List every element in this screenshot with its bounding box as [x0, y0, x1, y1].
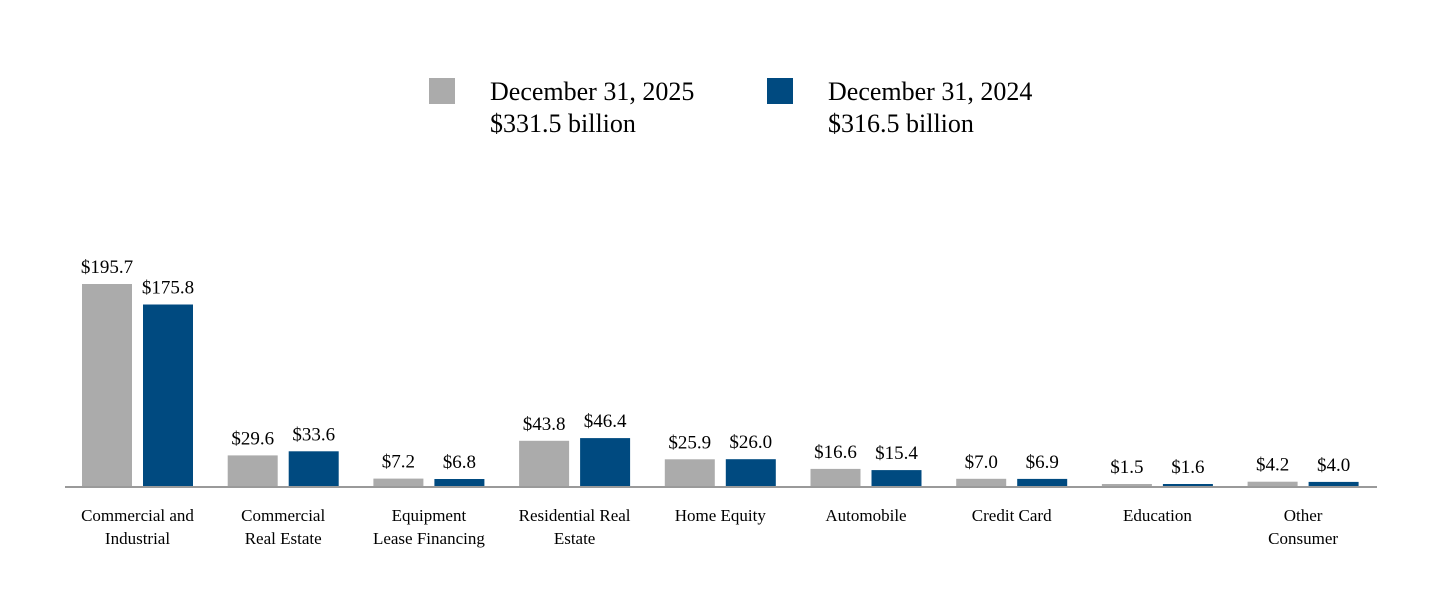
bar-2024-3	[580, 438, 631, 486]
legend-label-2025: December 31, 2025	[490, 77, 694, 106]
bar-2024-7	[1162, 484, 1213, 486]
value-label-2024-3: $46.4	[584, 411, 627, 432]
value-label-2025-8: $4.2	[1256, 455, 1289, 476]
bar-2024-8	[1308, 481, 1359, 486]
bar-2025-4	[664, 459, 715, 486]
value-label-2025-1: $29.6	[231, 428, 274, 449]
value-label-2025-5: $16.6	[814, 442, 857, 463]
bar-2025-6	[956, 478, 1007, 486]
bar-2025-8	[1247, 481, 1298, 486]
category-label-0-line-1: Industrial	[105, 529, 170, 548]
bar-2024-6	[1017, 478, 1068, 486]
value-label-2025-3: $43.8	[523, 414, 566, 435]
bar-2025-7	[1101, 484, 1152, 486]
bar-2025-3	[519, 440, 570, 486]
category-label-5-line-0: Automobile	[825, 506, 906, 525]
bar-2024-2	[434, 479, 485, 486]
category-label-7-line-0: Education	[1123, 506, 1192, 525]
legend-swatch-2024	[767, 78, 793, 104]
category-label-1-line-0: Commercial	[241, 506, 325, 525]
value-label-2025-0: $195.7	[81, 257, 133, 278]
value-label-2024-6: $6.9	[1026, 452, 1059, 473]
plot-area: $195.7 $175.8 Commercial and Industrial $29.…	[81, 257, 1359, 548]
legend-label-2024: December 31, 2024	[828, 77, 1032, 106]
value-label-2025-2: $7.2	[382, 452, 415, 473]
bar-2024-0	[143, 304, 193, 486]
category-label-2-line-1: Lease Financing	[373, 529, 485, 548]
category-label-3-line-1: Estate	[554, 529, 596, 548]
category-label-8-line-1: Consumer	[1268, 529, 1338, 548]
category-label-0-line-0: Commercial and	[81, 506, 194, 525]
value-label-2025-7: $1.5	[1110, 457, 1143, 478]
value-label-2024-1: $33.6	[292, 424, 335, 445]
bar-2024-1	[288, 451, 339, 486]
value-label-2025-6: $7.0	[965, 452, 998, 473]
bar-2024-4	[725, 459, 776, 486]
category-label-4-line-0: Home Equity	[675, 506, 767, 525]
bar-2024-5	[871, 470, 922, 486]
value-label-2024-5: $15.4	[875, 443, 918, 464]
category-label-2-line-0: Equipment	[392, 506, 467, 525]
value-label-2024-2: $6.8	[443, 452, 476, 473]
bar-2025-1	[227, 455, 278, 486]
value-label-2024-0: $175.8	[142, 278, 194, 299]
value-label-2024-4: $26.0	[729, 432, 772, 453]
category-label-1-line-1: Real Estate	[245, 529, 322, 548]
legend-swatch-2025	[429, 78, 455, 104]
category-label-8-line-0: Other	[1284, 506, 1323, 525]
category-label-3-line-0: Residential Real	[519, 506, 631, 525]
value-label-2025-4: $25.9	[668, 432, 711, 453]
bar-2025-0	[82, 284, 132, 486]
bar-2025-2	[373, 478, 424, 486]
value-label-2024-8: $4.0	[1317, 455, 1350, 476]
category-label-6-line-0: Credit Card	[972, 506, 1052, 525]
bar-2025-5	[810, 468, 861, 486]
legend: December 31, 2025 $331.5 billion Decembe…	[429, 77, 1032, 138]
value-label-2024-7: $1.6	[1171, 457, 1204, 478]
legend-total-2024: $316.5 billion	[828, 109, 974, 138]
legend-total-2025: $331.5 billion	[490, 109, 636, 138]
